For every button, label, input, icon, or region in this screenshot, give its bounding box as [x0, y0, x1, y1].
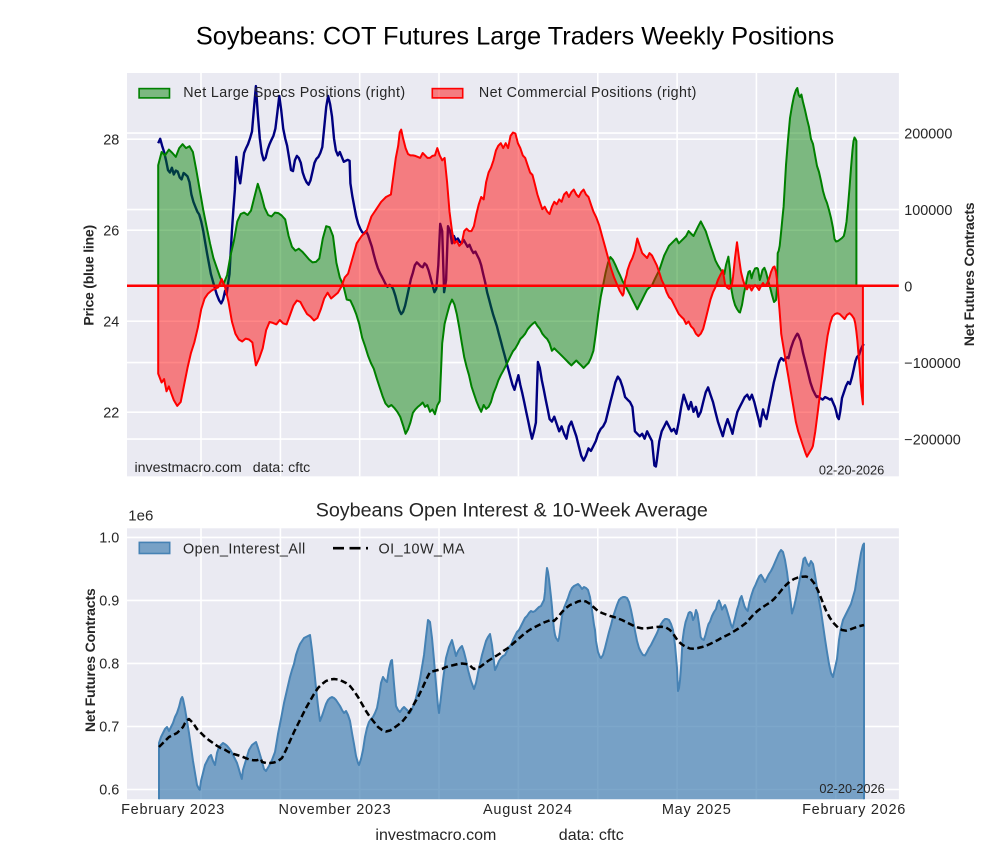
svg-text:0.7: 0.7	[99, 720, 119, 736]
svg-text:February 2026: February 2026	[802, 802, 906, 818]
svg-text:Soybeans: COT Futures Large Tr: Soybeans: COT Futures Large Traders Week…	[196, 23, 834, 51]
svg-text:−200000: −200000	[904, 432, 960, 448]
svg-text:May 2025: May 2025	[662, 802, 732, 818]
svg-text:0: 0	[904, 279, 912, 295]
svg-text:02-20-2026: 02-20-2026	[819, 462, 884, 477]
svg-text:data: cftc: data: cftc	[253, 460, 311, 476]
svg-text:OI_10W_MA: OI_10W_MA	[379, 542, 465, 558]
svg-text:100000: 100000	[904, 203, 952, 219]
svg-text:200000: 200000	[904, 126, 952, 142]
svg-text:February 2023: February 2023	[121, 802, 225, 818]
svg-text:Net Commercial Positions (righ: Net Commercial Positions (right)	[479, 85, 697, 101]
svg-text:Soybeans Open Interest & 10-We: Soybeans Open Interest & 10-Week Average	[316, 499, 708, 521]
svg-text:22: 22	[103, 405, 119, 421]
svg-text:0.8: 0.8	[99, 657, 119, 673]
svg-text:0.6: 0.6	[99, 783, 119, 799]
svg-text:August 2024: August 2024	[483, 802, 573, 818]
svg-text:02-20-2026: 02-20-2026	[819, 781, 884, 796]
svg-text:24: 24	[103, 314, 119, 330]
svg-text:−100000: −100000	[904, 356, 960, 372]
svg-text:28: 28	[103, 132, 119, 148]
svg-text:Net Futures Contracts: Net Futures Contracts	[83, 588, 99, 732]
svg-text:1.0: 1.0	[99, 531, 119, 547]
svg-text:Open_Interest_All: Open_Interest_All	[183, 542, 306, 558]
svg-text:data: cftc: data: cftc	[559, 827, 624, 844]
svg-text:investmacro.com: investmacro.com	[135, 460, 242, 476]
svg-text:November 2023: November 2023	[279, 802, 392, 818]
svg-text:Net Large Specs Positions (rig: Net Large Specs Positions (right)	[183, 85, 405, 101]
svg-text:Net Futures Contracts: Net Futures Contracts	[962, 202, 978, 346]
svg-text:1e6: 1e6	[128, 507, 153, 524]
svg-text:26: 26	[103, 223, 119, 239]
svg-text:Price (blue line): Price (blue line)	[80, 225, 96, 326]
svg-text:0.9: 0.9	[99, 594, 119, 610]
svg-text:investmacro.com: investmacro.com	[375, 827, 496, 844]
